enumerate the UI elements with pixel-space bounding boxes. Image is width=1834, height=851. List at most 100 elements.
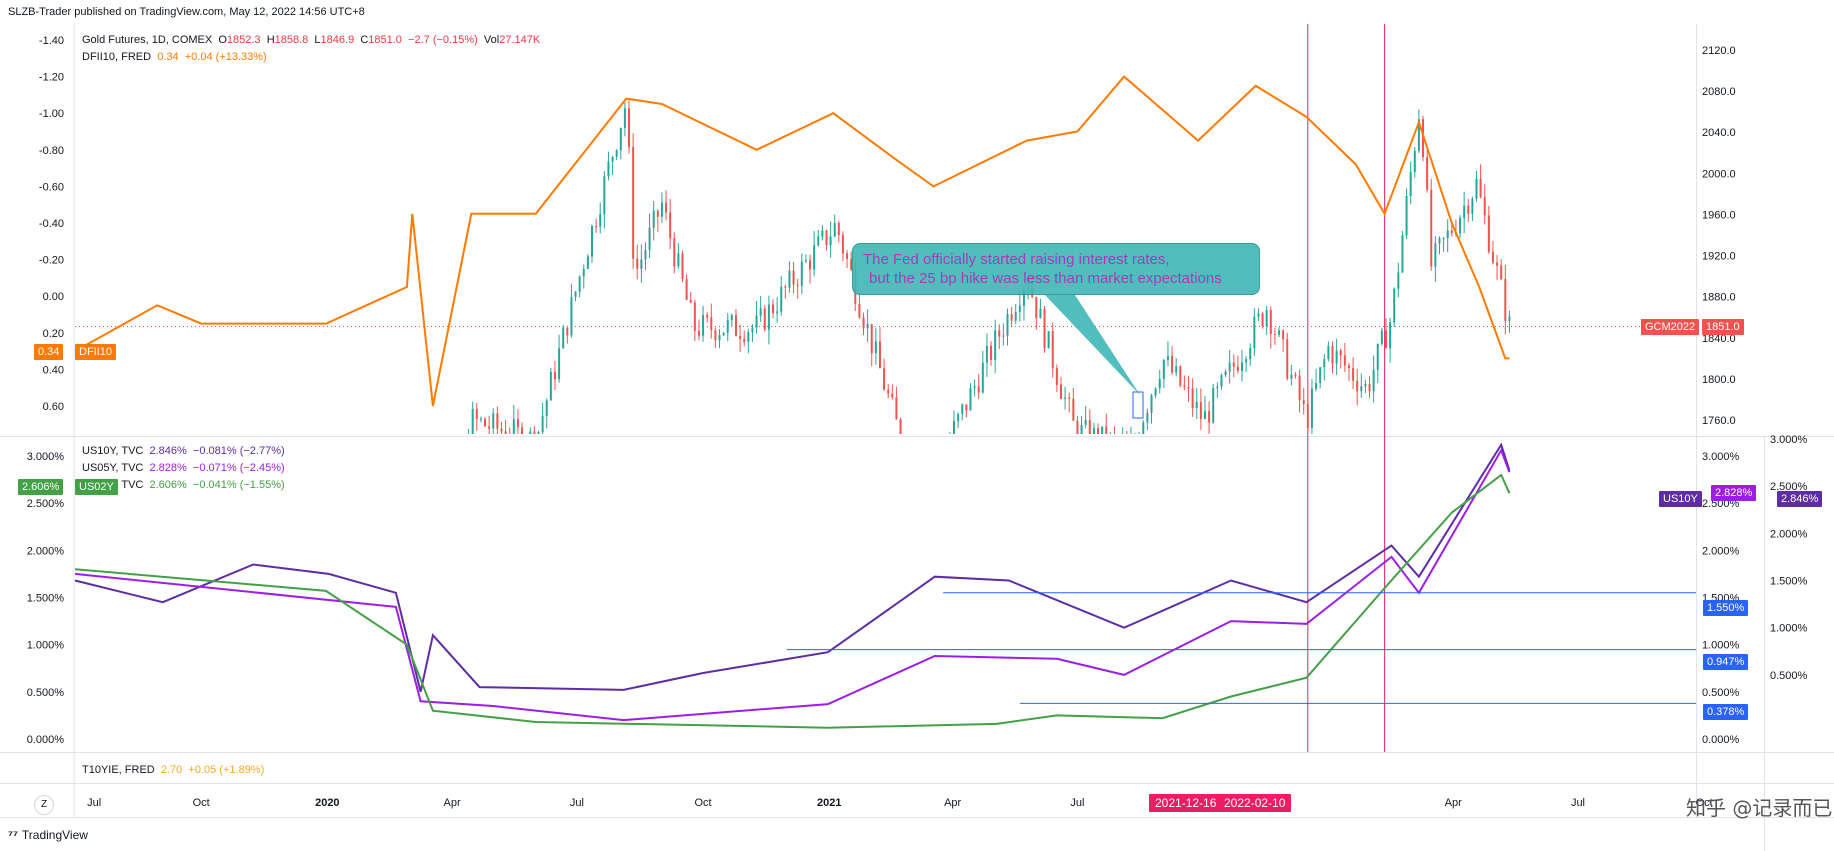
- gold-candle-body: [850, 258, 853, 270]
- gold-candle-body: [1471, 198, 1474, 214]
- gold-candle-body: [870, 324, 873, 354]
- gold-candle-body: [1166, 356, 1169, 361]
- gold-candle-body: [1438, 238, 1441, 244]
- gold-candle-body: [1059, 384, 1062, 399]
- gold-candle-body: [1154, 388, 1157, 396]
- auto-scale-button[interactable]: Z: [34, 795, 54, 815]
- dfii-axis-tick: 0.00: [43, 291, 64, 303]
- gold-candle-body: [640, 259, 643, 269]
- gold-candle-body: [570, 296, 573, 336]
- gold-candle-body: [780, 286, 783, 312]
- gold-candle-body: [1142, 422, 1145, 434]
- gold-candle-body: [1302, 400, 1305, 405]
- gold-candle-body: [1442, 238, 1445, 240]
- gold-axis-tick: 2040.0: [1702, 127, 1736, 139]
- gold-candle-body: [1335, 350, 1338, 364]
- gold-candle-body: [1306, 404, 1309, 428]
- gold-candle-body: [669, 212, 672, 239]
- gold-candle-body: [878, 341, 881, 369]
- gold-candle-body: [574, 291, 577, 297]
- gold-candle-body: [895, 397, 898, 420]
- gold-change: −2.7 (−0.15%): [408, 34, 478, 46]
- yield-outer-tick: 2.000%: [1770, 528, 1808, 540]
- gold-candle-body: [1249, 348, 1252, 360]
- gold-candle-body: [1195, 401, 1198, 409]
- gold-candle-body: [1372, 370, 1375, 392]
- gold-candle-body: [652, 210, 655, 228]
- gold-candle-body: [1273, 333, 1276, 335]
- gold-candle-body: [1450, 230, 1453, 234]
- gold-candle-body: [1208, 411, 1211, 423]
- gold-candle-body: [484, 418, 487, 427]
- gold-candle-body: [1162, 360, 1165, 379]
- gold-candle-body: [689, 299, 692, 303]
- gold-candle-body: [549, 371, 552, 401]
- time-axis-label: Jul: [570, 797, 584, 809]
- gold-candle-body: [1286, 339, 1289, 379]
- fed-callout[interactable]: The Fed officially started raising inter…: [852, 243, 1260, 295]
- gold-close: 1851.0: [368, 34, 402, 46]
- gold-candle-body: [1319, 367, 1322, 384]
- gold-candle-body: [590, 226, 593, 257]
- gold-candle-body: [804, 260, 807, 262]
- gold-candle-body: [553, 371, 556, 380]
- gold-candle-body: [817, 236, 820, 246]
- gold-candle-body: [566, 327, 569, 336]
- gold-candle-body: [965, 404, 968, 411]
- gold-candle-body: [1072, 398, 1075, 421]
- gold-candle-body: [500, 428, 503, 432]
- tradingview-logo[interactable]: ⁷⁷ TradingView: [8, 828, 88, 842]
- us05y-right-tag: 2.828%: [1711, 485, 1757, 501]
- gold-candle-body: [1356, 380, 1359, 392]
- yield-right-tick: 2.000%: [1702, 545, 1740, 557]
- gold-candle-body: [665, 202, 668, 213]
- dfii-legend: DFII10, FRED 0.34 +0.04 (+13.33%): [82, 50, 267, 65]
- us10y-legend-name: US10Y, TVC: [82, 445, 144, 457]
- gold-candle-body: [1150, 395, 1153, 413]
- gold-candle-body: [1331, 345, 1334, 364]
- dfii-axis-tick: 0.20: [43, 328, 64, 340]
- gold-candle-body: [578, 276, 581, 292]
- gold-candle-body: [829, 236, 832, 246]
- dfii-axis-tick: -0.80: [39, 145, 64, 157]
- dfii-change: +0.04 (+13.33%): [184, 51, 267, 63]
- gold-candle-body: [1224, 371, 1227, 376]
- time-axis-label: Jul: [1571, 797, 1585, 809]
- gold-candle-body: [512, 419, 515, 434]
- gold-candle-body: [504, 431, 507, 434]
- gold-axis-tick: 1960.0: [1702, 209, 1736, 221]
- us05y-line: [74, 447, 1511, 722]
- callout-line-1: The Fed officially started raising inter…: [863, 251, 1170, 268]
- gold-candle-body: [1084, 419, 1087, 425]
- gold-candle-body: [961, 404, 964, 415]
- time-axis-label: Apr: [1445, 797, 1462, 809]
- gold-candle-body: [595, 226, 598, 228]
- dfii-legend-name: DFII10, FRED: [82, 51, 152, 63]
- gold-candle-body: [1068, 397, 1071, 399]
- gold-candle-body: [776, 311, 779, 314]
- us10y-legend: US10Y, TVC 2.846% −0.081% (−2.77%): [82, 444, 285, 459]
- gold-candle-body: [1228, 362, 1231, 372]
- yield-right-tick: 0.500%: [1702, 687, 1740, 699]
- yield-left-tick: 2.500%: [27, 498, 65, 510]
- gold-candle-body: [677, 253, 680, 267]
- gold-candle-body: [734, 315, 737, 337]
- gold-candle-body: [1347, 365, 1350, 369]
- gold-candle-body: [813, 245, 816, 270]
- gold-candle-body: [866, 324, 869, 329]
- gold-candle-body: [1232, 362, 1235, 367]
- time-axis-label: 2021: [817, 797, 841, 809]
- gold-legend-name: Gold Futures, 1D, COMEX: [82, 34, 213, 46]
- gold-candle-body: [1055, 368, 1058, 385]
- t10yie-legend: T10YIE, FRED 2.70 +0.05 (+1.89%): [82, 763, 264, 778]
- gold-open: 1852.3: [226, 34, 261, 46]
- yield-right-tick: 1.000%: [1702, 640, 1740, 652]
- gold-candle-body: [1051, 331, 1054, 369]
- gold-candle-body: [957, 414, 960, 422]
- gold-candle-body: [644, 249, 647, 260]
- gold-candle-body: [767, 304, 770, 330]
- yield-left-tick: 1.500%: [27, 593, 65, 605]
- gold-candle-body: [599, 214, 602, 227]
- gold-candle-body: [718, 335, 721, 341]
